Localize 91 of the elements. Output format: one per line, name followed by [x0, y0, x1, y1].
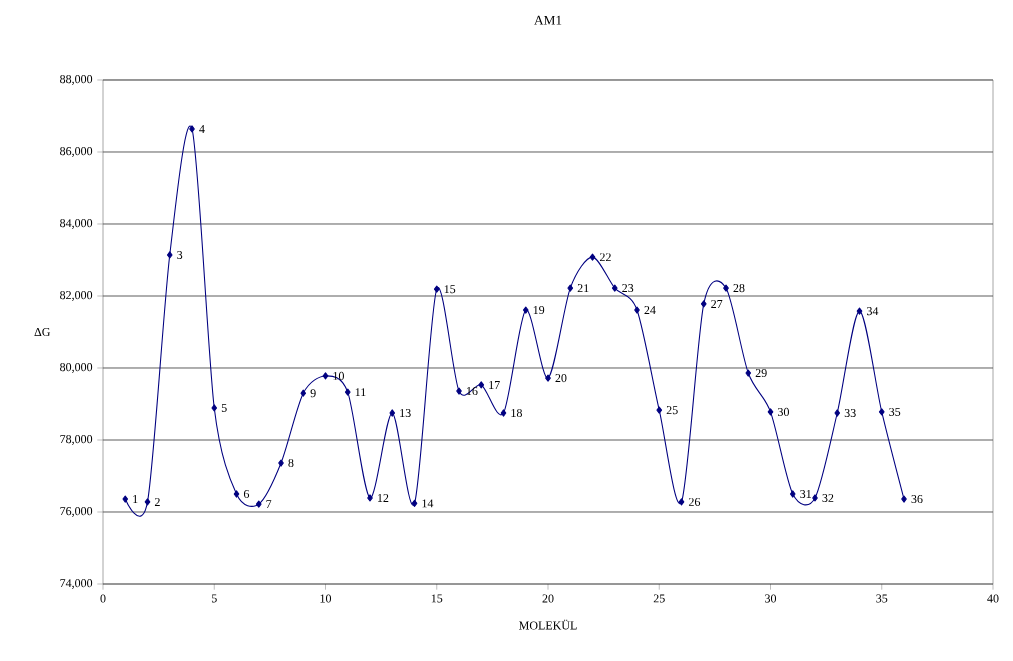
- point: [678, 498, 685, 506]
- point: [567, 284, 574, 292]
- x-tick-label: 0: [100, 594, 106, 603]
- point: [834, 409, 841, 417]
- point: [367, 494, 373, 502]
- annotation: 32: [822, 493, 834, 502]
- point: [901, 495, 907, 503]
- x-tick-label: 35: [876, 594, 888, 603]
- point: [411, 499, 418, 507]
- annotation: 28: [733, 284, 745, 293]
- point: [233, 490, 240, 498]
- x-tick-label: 30: [765, 594, 777, 603]
- chart-title: AM1: [534, 15, 562, 25]
- point: [456, 387, 462, 395]
- point: [322, 372, 329, 380]
- annotation: 27: [711, 299, 723, 308]
- annotation: 11: [355, 388, 366, 397]
- annotation: 33: [844, 408, 856, 418]
- point: [255, 500, 262, 508]
- point: [767, 408, 774, 416]
- annotation: 2: [154, 497, 160, 506]
- annotation: 26: [688, 497, 701, 506]
- annotation: 31: [800, 489, 811, 499]
- point: [656, 406, 663, 414]
- annotation: 34: [867, 307, 879, 316]
- point: [589, 253, 596, 261]
- point: [122, 495, 129, 503]
- point: [433, 285, 440, 293]
- y-axis-title: ΔG: [34, 327, 51, 337]
- annotation: 1: [133, 495, 138, 503]
- point: [166, 251, 173, 259]
- annotation: 15: [444, 285, 456, 294]
- annotation: 25: [666, 406, 678, 415]
- annotation: 8: [288, 458, 294, 468]
- point: [545, 374, 551, 382]
- y-tick-label: 76,000: [60, 507, 93, 517]
- point: [211, 404, 218, 412]
- annotation: 12: [377, 493, 389, 502]
- point: [522, 306, 529, 314]
- point: [389, 409, 396, 417]
- x-tick-label: 15: [431, 594, 443, 603]
- annotation: 4: [199, 125, 205, 133]
- point: [856, 307, 863, 315]
- point: [344, 388, 351, 396]
- y-tick-label: 82,000: [60, 291, 93, 301]
- point: [478, 381, 485, 389]
- point: [189, 125, 195, 133]
- y-tick-label: 78,000: [60, 435, 93, 445]
- annotation: 6: [243, 489, 250, 499]
- annotation: 9: [310, 389, 316, 398]
- annotation: 10: [333, 371, 344, 380]
- point: [878, 408, 885, 416]
- y-tick-label: 86,000: [60, 147, 93, 157]
- annotation: 13: [400, 408, 411, 418]
- annotation: 18: [511, 408, 522, 418]
- annotation: 29: [755, 369, 767, 378]
- point: [611, 284, 618, 292]
- point: [500, 409, 507, 417]
- annotation: 21: [577, 284, 589, 293]
- x-tick-label: 20: [542, 594, 554, 603]
- point: [634, 306, 640, 314]
- point: [812, 494, 818, 502]
- annotation: 17: [489, 380, 500, 389]
- point: [789, 490, 796, 498]
- x-tick-label: 10: [320, 594, 332, 603]
- annotation: 19: [533, 306, 545, 315]
- annotation: 14: [422, 499, 434, 508]
- annotation: 3: [177, 250, 183, 259]
- y-tick-label: 80,000: [60, 363, 93, 373]
- x-tick-label: 25: [653, 594, 665, 603]
- y-tick-label: 74,000: [60, 579, 93, 589]
- annotation: 24: [644, 306, 656, 315]
- annotation: 30: [778, 407, 789, 416]
- annotation: 35: [889, 407, 901, 416]
- point: [700, 300, 707, 308]
- annotation: 5: [221, 403, 227, 412]
- y-tick-label: 84,000: [60, 219, 93, 229]
- annotation: 20: [555, 374, 567, 383]
- annotation: 22: [599, 253, 611, 262]
- annotation: 7: [266, 500, 272, 509]
- point: [745, 369, 752, 377]
- point: [300, 389, 307, 397]
- x-axis-title: MOLEKÜL: [519, 619, 577, 630]
- y-tick-label: 88,000: [60, 75, 93, 85]
- point: [278, 459, 284, 467]
- x-tick-label: 5: [211, 594, 217, 603]
- x-tick-label: 40: [987, 594, 999, 603]
- annotation: 36: [911, 495, 923, 504]
- annotation: 23: [622, 284, 634, 293]
- point: [723, 284, 729, 292]
- point: [144, 498, 151, 506]
